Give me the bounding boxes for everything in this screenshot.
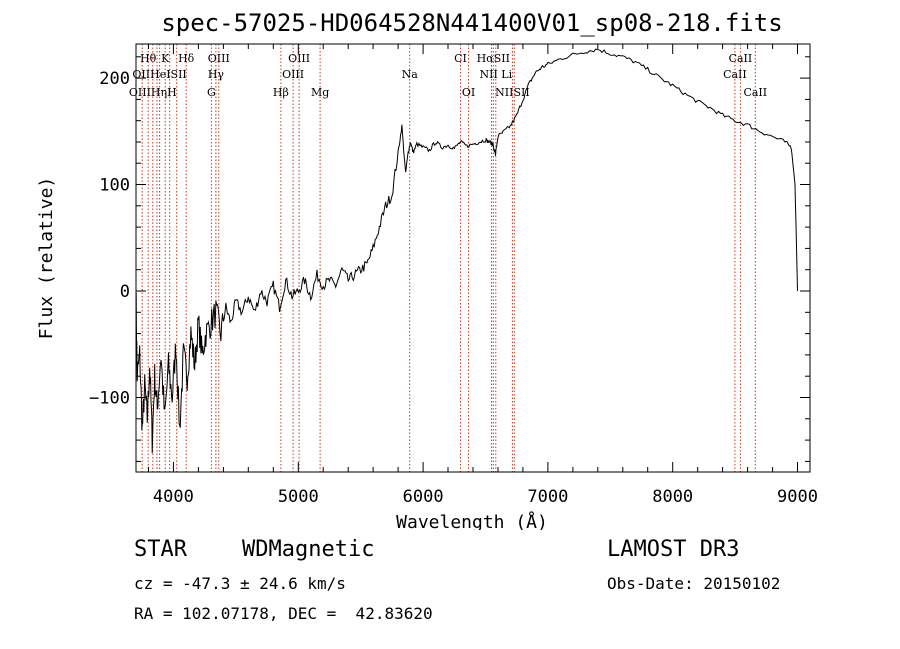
marker-label: Na <box>402 68 419 81</box>
marker-label: Hγ <box>208 68 225 81</box>
survey-name: LAMOST DR3 <box>607 537 740 562</box>
cz-value: cz = -47.3 ± 24.6 km/s <box>134 574 346 593</box>
marker-label: OI <box>462 86 475 99</box>
marker-label: OIII <box>282 68 304 81</box>
marker-label: HαSII <box>477 52 510 65</box>
marker-label: OIII <box>208 52 230 65</box>
spectrum-chart: spec-57025-HD064528N441400V01_sp08-218.f… <box>36 9 818 530</box>
x-tick-label: 7000 <box>527 487 568 507</box>
y-axis-label: Flux (relative) <box>36 177 57 340</box>
marker-label: CaII <box>743 86 767 99</box>
marker-label: NII Li <box>479 68 512 81</box>
y-tick-label: −100 <box>89 389 130 409</box>
emission-line-markers: Hθ K Hδ OIII OIII CI HαSII CaII OIIHeISII Hγ OIII N… <box>129 44 767 472</box>
marker-label: OIIIHηH <box>129 86 177 99</box>
y-axis-ticks: −100 0 100 200 <box>89 56 810 462</box>
marker-label: OIII <box>288 52 310 65</box>
marker-label: Hβ <box>273 86 289 99</box>
x-tick-label: 8000 <box>652 487 693 507</box>
object-subclass: WDMagnetic <box>242 537 375 562</box>
marker-label: Hδ <box>178 52 195 65</box>
x-tick-label: 5000 <box>278 487 319 507</box>
y-tick-label: 100 <box>99 176 130 196</box>
obs-date: Obs-Date: 20150102 <box>607 574 781 593</box>
marker-label: OIIHeISII <box>132 68 186 81</box>
x-tick-label: 4000 <box>153 487 194 507</box>
x-axis-ticks: 4000 5000 6000 7000 8000 9000 <box>148 44 818 507</box>
marker-label: CI <box>454 52 467 65</box>
marker-label: K <box>161 52 170 65</box>
marker-label: Hθ <box>140 52 157 65</box>
x-axis-label: Wavelength (Å) <box>396 511 548 530</box>
flux-line <box>135 48 798 454</box>
marker-label: NIISII <box>495 86 530 99</box>
marker-label: G <box>207 86 216 99</box>
y-tick-label: 0 <box>120 282 130 302</box>
marker-label: CaII <box>729 52 753 65</box>
x-tick-label: 6000 <box>403 487 444 507</box>
object-class: STAR <box>134 537 187 562</box>
marker-label: CaII <box>723 68 747 81</box>
ra-dec-coords: RA = 102.07178, DEC = 42.83620 <box>134 604 433 623</box>
chart-title: spec-57025-HD064528N441400V01_sp08-218.f… <box>161 9 782 37</box>
marker-label: Mg <box>311 86 329 99</box>
x-tick-label: 9000 <box>777 487 818 507</box>
y-tick-label: 200 <box>99 69 130 89</box>
